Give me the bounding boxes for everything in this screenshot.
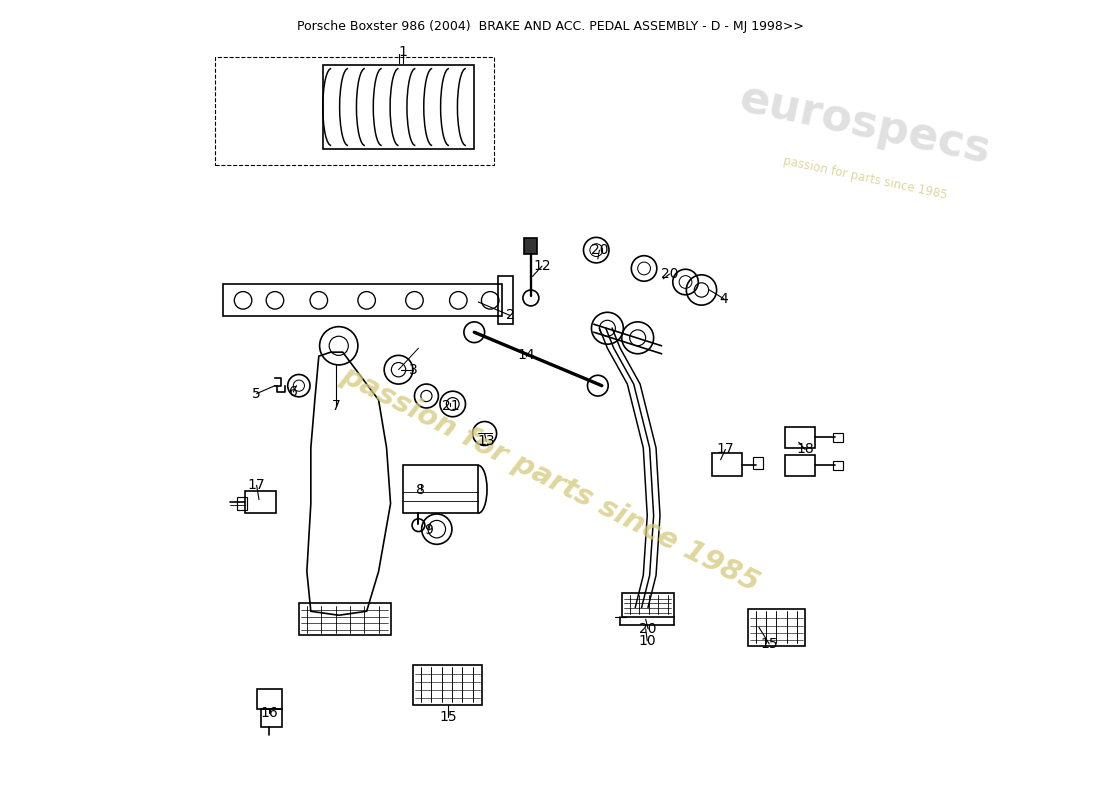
- Text: 18: 18: [796, 442, 814, 457]
- Text: 5: 5: [252, 386, 261, 401]
- Text: 3: 3: [408, 362, 417, 377]
- Text: 10: 10: [638, 634, 656, 648]
- Text: 17: 17: [248, 478, 265, 492]
- Bar: [833, 433, 843, 442]
- Text: 9: 9: [425, 523, 433, 537]
- Bar: [754, 457, 763, 470]
- Text: eurospecs: eurospecs: [736, 78, 994, 173]
- Text: 20: 20: [639, 622, 657, 636]
- Text: passion for parts since 1985: passion for parts since 1985: [782, 154, 948, 202]
- Text: 16: 16: [261, 706, 278, 719]
- Bar: [216, 57, 494, 165]
- Text: 20: 20: [591, 243, 608, 257]
- Text: 17: 17: [716, 442, 734, 457]
- Bar: [498, 277, 513, 324]
- Bar: [785, 427, 815, 448]
- Bar: [238, 498, 248, 510]
- Bar: [785, 455, 815, 476]
- Text: 13: 13: [477, 434, 495, 449]
- Bar: [403, 466, 478, 514]
- Text: 7: 7: [332, 398, 341, 413]
- Bar: [245, 491, 276, 514]
- Text: 15: 15: [760, 637, 778, 651]
- Bar: [322, 65, 474, 149]
- Text: 12: 12: [534, 259, 551, 273]
- Bar: [256, 690, 282, 710]
- Bar: [712, 454, 743, 476]
- Text: passion for parts since 1985: passion for parts since 1985: [337, 362, 763, 598]
- Text: 21: 21: [441, 398, 459, 413]
- Bar: [525, 238, 537, 254]
- Text: 4: 4: [719, 292, 728, 306]
- Text: Porsche Boxster 986 (2004)  BRAKE AND ACC. PEDAL ASSEMBLY - D - MJ 1998>>: Porsche Boxster 986 (2004) BRAKE AND ACC…: [297, 20, 803, 33]
- Bar: [262, 709, 282, 727]
- Text: 1: 1: [398, 46, 407, 59]
- Text: 15: 15: [439, 710, 456, 724]
- Text: 14: 14: [517, 347, 535, 362]
- Bar: [833, 461, 843, 470]
- Text: 2: 2: [506, 309, 515, 322]
- Text: 20: 20: [661, 267, 679, 281]
- Text: 6: 6: [289, 385, 298, 399]
- Text: 8: 8: [417, 483, 426, 497]
